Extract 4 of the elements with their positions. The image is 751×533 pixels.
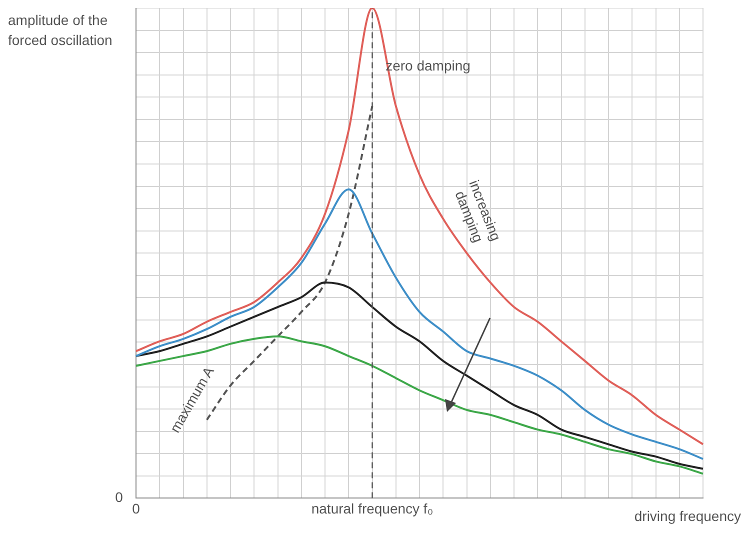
text: 0 — [115, 489, 124, 506]
x-axis-title: driving frequency — [634, 508, 741, 524]
y-axis-title: amplitude of the forced oscillation — [8, 12, 112, 48]
x-tick-label: natural frequency f₀ — [311, 500, 434, 516]
